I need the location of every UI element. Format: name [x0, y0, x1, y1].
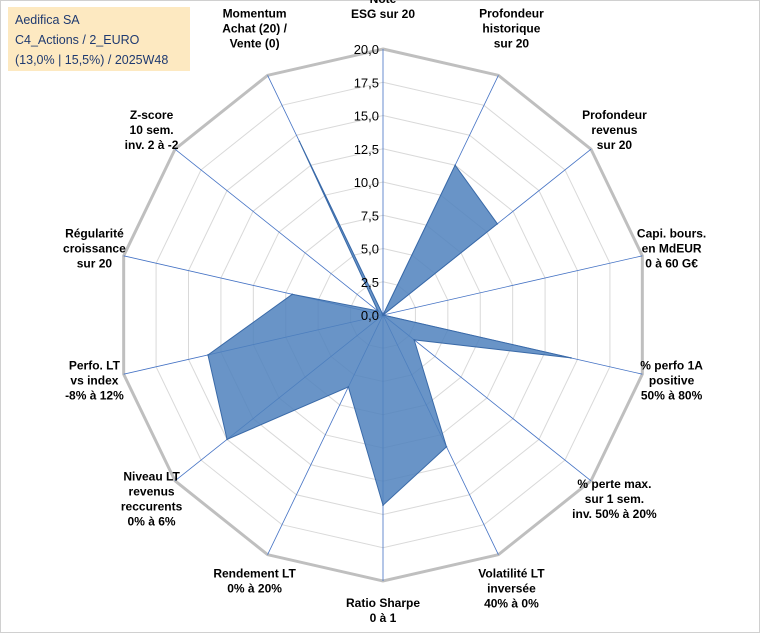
data-point	[291, 293, 294, 296]
data-point	[226, 438, 228, 441]
axis-spoke	[382, 255, 643, 316]
r-tick-label: 5,0	[361, 242, 379, 257]
r-tick-label: 7,5	[361, 208, 379, 223]
category-label: Niveau LT revenus reccurents 0% à 6%	[121, 470, 183, 529]
r-tick-label: 0,0	[361, 308, 379, 323]
info-company: Aedifica SA	[15, 13, 80, 27]
data-point	[298, 140, 301, 143]
category-label: Z-score 10 sem. inv. 2 à -2	[125, 108, 179, 152]
category-label: Momentum Achat (20) / Vente (0)	[222, 6, 287, 50]
info-params: (13,0% | 15,5%) / 2025W48	[15, 53, 169, 67]
data-point	[347, 386, 350, 388]
axis-spoke	[174, 148, 384, 316]
data-point	[413, 339, 415, 341]
r-tick-label: 20,0	[354, 42, 379, 57]
data-point	[207, 354, 209, 356]
axis-spoke	[382, 314, 592, 482]
category-label: NoteESG sur 20	[351, 0, 415, 21]
data-point	[382, 314, 384, 316]
data-point	[496, 222, 499, 225]
series-area	[207, 141, 572, 507]
r-tick-label: 15,0	[354, 109, 379, 124]
category-label: Capi. bours. en MdEUR 0 à 60 G€	[637, 227, 706, 271]
data-point	[454, 164, 456, 167]
category-label: Perfo. LT vs index -8% à 12%	[65, 358, 124, 402]
r-tick-label: 10,0	[354, 175, 379, 190]
r-tick-label: 2,5	[361, 275, 379, 290]
category-label: % perte max. sur 1 sem. inv. 50% à 20%	[572, 477, 657, 521]
data-point	[382, 504, 384, 506]
r-tick-label: 17,5	[354, 75, 379, 90]
r-tick-label: 12,5	[354, 142, 379, 157]
category-label: % perfo 1A positive 50% à 80%	[640, 358, 703, 402]
info-box: Aedifica SA C4_Actions / 2_EURO (13,0% |…	[8, 7, 190, 71]
category-label: Rendement LT 0% à 20%	[213, 567, 296, 596]
data-point	[445, 446, 448, 448]
data-point	[570, 357, 572, 359]
category-label: Profondeur revenus sur 20	[582, 108, 647, 152]
category-label: Volatilité LT inversée 40% à 0%	[478, 567, 545, 611]
category-label: Ratio Sharpe 0 à 1	[346, 596, 420, 625]
data-point	[377, 310, 379, 312]
info-category: C4_Actions / 2_EURO	[15, 33, 140, 47]
category-label: Régularité croissance sur 20	[63, 227, 126, 271]
category-label: Profondeur historique sur 20	[479, 6, 544, 50]
